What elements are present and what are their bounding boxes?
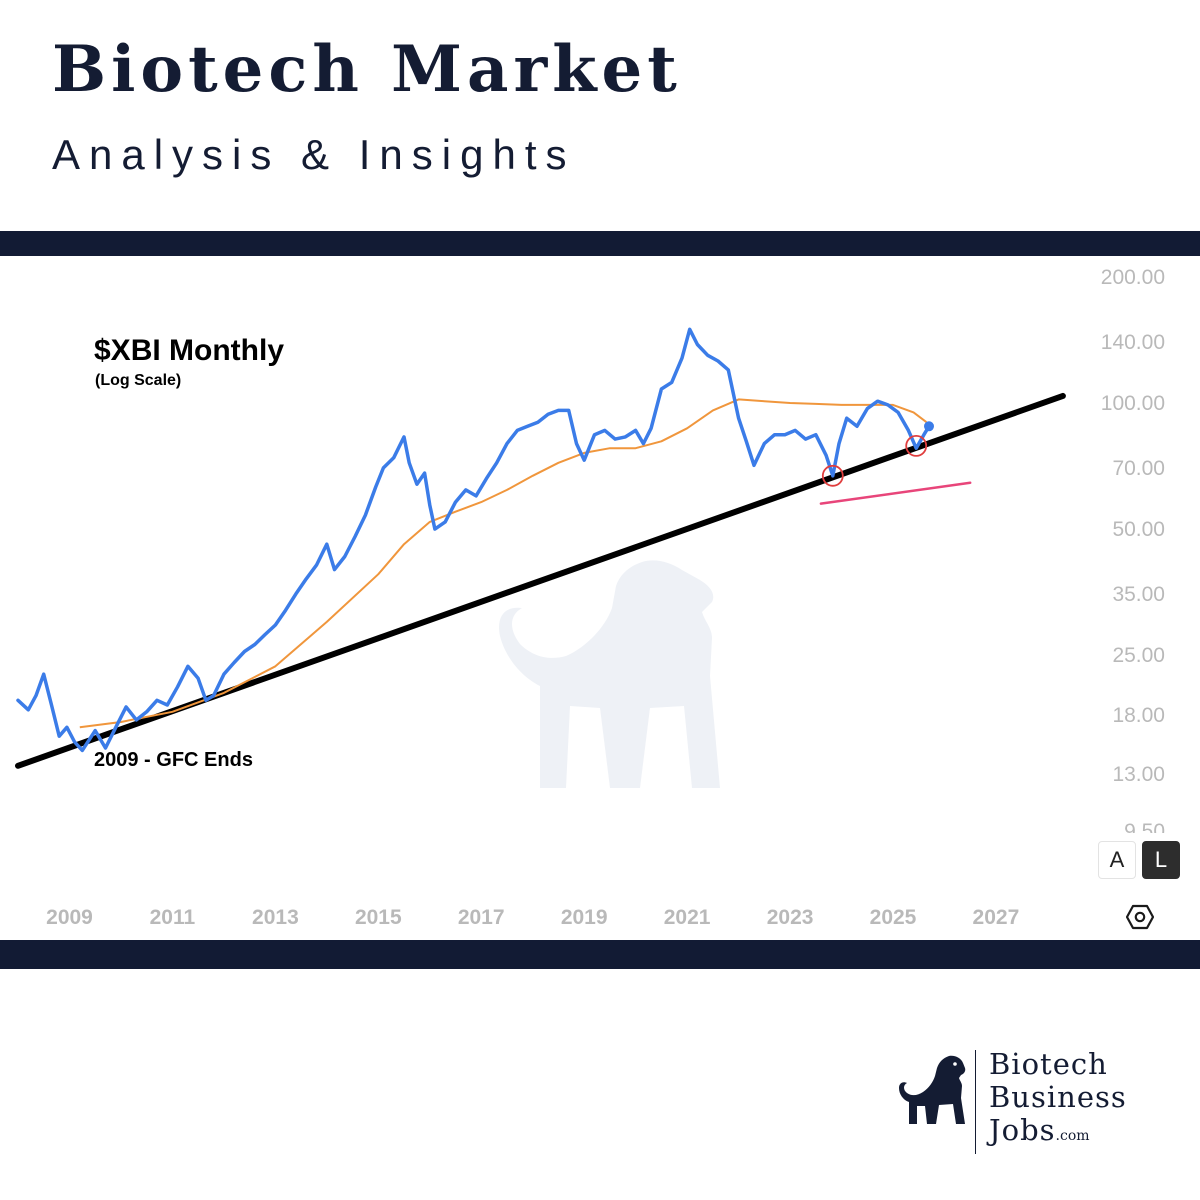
bottom-divider-band (0, 940, 1200, 969)
y-tick-label: 18.00 (1112, 704, 1165, 727)
x-tick-label: 2025 (870, 906, 917, 929)
settings-hexagon-icon[interactable] (1126, 903, 1154, 931)
y-axis: 200.00 140.00 100.00 70.00 50.00 35.00 25.00 18… (1080, 266, 1180, 853)
lion-watermark (499, 560, 720, 788)
x-tick-label: 2009 (46, 906, 93, 929)
x-tick-label: 2011 (150, 906, 196, 929)
x-axis: 2009 2011 2013 2015 2017 2019 2021 2023 2025 2027 (46, 906, 1019, 929)
y-tick-label: 200.00 (1101, 266, 1165, 289)
y-tick-label: 25.00 (1112, 644, 1165, 667)
page-title: Biotech Market (52, 32, 682, 107)
last-price-dot (924, 421, 934, 432)
chart-subtitle: (Log Scale) (95, 372, 182, 389)
x-tick-label: 2015 (355, 906, 402, 929)
price-line (16, 327, 931, 753)
x-tick-label: 2013 (252, 906, 299, 929)
log-scale-button[interactable]: L (1142, 841, 1180, 879)
trendline-touch-marker (821, 464, 844, 487)
y-tick-label: 100.00 (1101, 392, 1165, 415)
chart-title: $XBI Monthly (94, 334, 285, 367)
brand-line-1: Biotech (989, 1047, 1108, 1081)
x-tick-label: 2023 (767, 906, 814, 929)
logo-divider (975, 1050, 976, 1154)
brand-wordmark: Biotech Business Jobs.com (989, 1048, 1127, 1147)
y-tick-label: 70.00 (1112, 457, 1165, 480)
y-tick-label: 50.00 (1112, 518, 1165, 541)
x-tick-label: 2021 (664, 906, 711, 929)
gfc-ends-annotation: 2009 - GFC Ends (94, 749, 253, 771)
top-divider-band (0, 231, 1200, 256)
y-tick-label: 140.00 (1101, 331, 1165, 354)
lion-icon (899, 1055, 966, 1124)
auto-scale-button[interactable]: A (1098, 841, 1136, 879)
x-tick-label: 2019 (561, 906, 608, 929)
y-tick-label: 13.00 (1112, 763, 1165, 786)
page-subtitle: Analysis & Insights (52, 131, 576, 178)
trendline-touch-marker (905, 434, 928, 457)
brand-line-2: Business (989, 1080, 1127, 1114)
brand-logo: Biotech Business Jobs.com (895, 1048, 1135, 1158)
higher-low-line (819, 481, 972, 505)
x-tick-label: 2017 (458, 906, 505, 929)
x-tick-label: 2027 (973, 906, 1020, 929)
y-tick-label: 35.00 (1112, 583, 1165, 606)
brand-line-3: Jobs (989, 1113, 1056, 1147)
xbi-monthly-chart: 200.00 140.00 100.00 70.00 50.00 35.00 25.00 18… (15, 266, 1180, 929)
moving-average-line (79, 398, 928, 729)
brand-suffix: .com (1055, 1128, 1090, 1144)
